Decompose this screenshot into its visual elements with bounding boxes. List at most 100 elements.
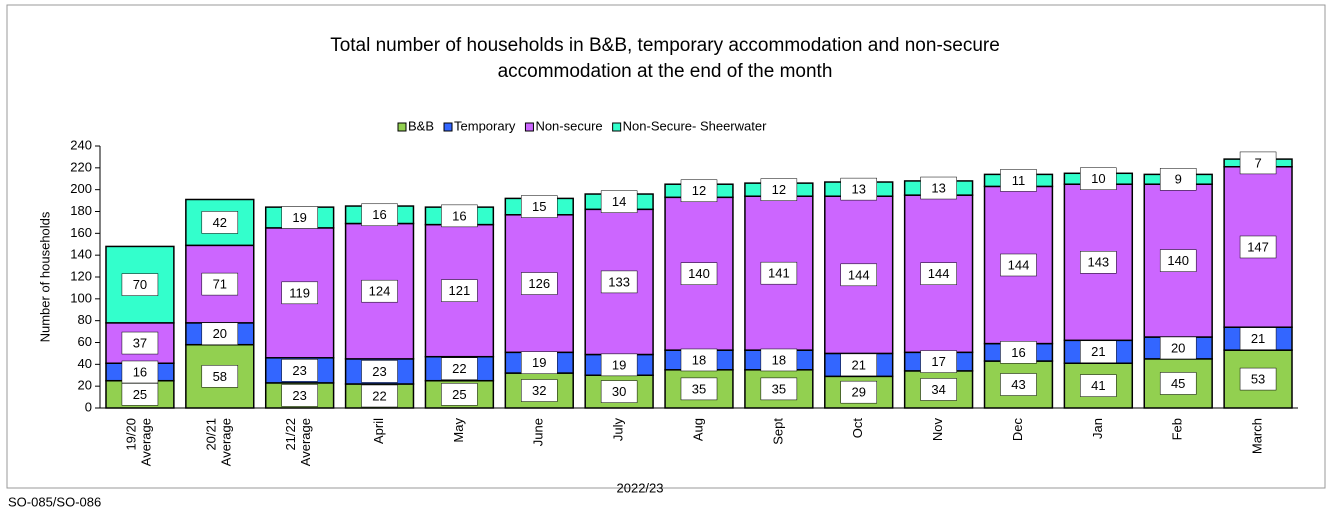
data-label: 13	[931, 180, 945, 195]
y-tick-label: 140	[70, 247, 92, 262]
legend-label: Non-secure	[535, 118, 602, 133]
label-box	[521, 379, 558, 402]
data-label: 70	[133, 277, 147, 292]
chart-title: Total number of households in B&B, tempo…	[330, 35, 1000, 82]
label-box	[760, 178, 798, 201]
data-label: 147	[1247, 239, 1269, 254]
y-tick-label: 100	[70, 290, 92, 305]
x-tick-label: Nov	[930, 418, 945, 442]
label-box	[920, 176, 957, 200]
label-box	[1159, 372, 1197, 395]
x-tick-label: Oct	[850, 418, 865, 439]
label-box	[201, 322, 239, 346]
data-label: 144	[848, 267, 870, 282]
label-box	[840, 263, 877, 287]
label-box	[1000, 341, 1037, 364]
data-label: 140	[688, 266, 710, 281]
data-label: 20	[213, 326, 227, 341]
label-box	[600, 190, 638, 213]
data-label: 16	[372, 207, 386, 222]
x-tick-label: May	[451, 418, 466, 443]
data-label: 144	[928, 266, 950, 281]
label-box	[1080, 374, 1117, 397]
data-label: 45	[1171, 376, 1185, 391]
x-axis-label: 2022/23	[617, 480, 664, 495]
legend-swatch	[443, 122, 453, 132]
data-label: 25	[452, 387, 466, 402]
y-tick-label: 180	[70, 203, 92, 218]
label-box	[760, 377, 798, 401]
label-box	[680, 377, 718, 401]
legend-label: Non-Secure- Sheerwater	[623, 118, 767, 133]
y-tick-label: 240	[70, 137, 92, 152]
label-box	[1239, 327, 1277, 350]
data-label: 35	[692, 381, 706, 396]
label-box	[1080, 340, 1117, 364]
label-box	[1239, 367, 1277, 391]
legend-swatch	[612, 122, 622, 132]
label-box	[1239, 151, 1277, 175]
data-label: 21	[1091, 344, 1105, 359]
x-tick-label: Aug	[690, 418, 705, 441]
data-label: 12	[772, 182, 786, 197]
data-label: 58	[213, 369, 227, 384]
label-box	[521, 351, 558, 374]
label-box	[1159, 168, 1197, 191]
data-label: 119	[289, 285, 310, 300]
y-tick-label: 20	[78, 378, 92, 393]
label-box	[121, 383, 159, 406]
label-box	[361, 384, 398, 408]
label-box	[1000, 373, 1037, 396]
data-label: 41	[1091, 378, 1105, 393]
data-label: 22	[372, 388, 386, 403]
label-box	[1159, 336, 1197, 360]
y-tick-label: 80	[78, 312, 92, 327]
data-label: 9	[1175, 172, 1182, 187]
data-label: 42	[213, 215, 227, 230]
data-label: 10	[1091, 171, 1105, 186]
label-box	[441, 383, 478, 406]
data-label: 19	[292, 210, 306, 225]
data-label: 35	[772, 381, 786, 396]
legend-swatch	[524, 122, 534, 132]
label-box	[121, 360, 159, 384]
x-tick-label: 20/21Average	[204, 418, 234, 466]
legend-label: Temporary	[454, 118, 516, 133]
x-tick-label: 19/20Average	[124, 418, 154, 466]
label-box	[1000, 169, 1037, 192]
label-box	[201, 365, 239, 388]
data-label: 143	[1087, 255, 1109, 270]
label-box	[760, 348, 798, 372]
label-box	[600, 270, 638, 294]
data-label: 7	[1254, 155, 1261, 170]
data-label: 23	[292, 388, 306, 403]
data-label: 144	[1008, 257, 1030, 272]
y-tick-label: 160	[70, 225, 92, 240]
label-box	[680, 262, 718, 285]
label-box	[680, 348, 718, 372]
label-box	[361, 279, 398, 303]
data-label: 21	[1251, 331, 1265, 346]
y-tick-label: 120	[70, 268, 92, 283]
label-box	[441, 204, 478, 228]
data-label: 11	[1012, 173, 1026, 188]
y-axis-label: Number of households	[37, 211, 52, 342]
y-tick-label: 40	[78, 356, 92, 371]
label-box	[281, 384, 318, 407]
data-label: 13	[851, 182, 865, 197]
label-box	[281, 206, 318, 229]
label-box	[680, 179, 718, 203]
data-label: 53	[1251, 372, 1265, 387]
label-box	[361, 203, 398, 227]
data-label: 126	[528, 276, 550, 291]
data-label: 12	[692, 183, 706, 198]
data-label: 17	[931, 354, 945, 369]
label-box	[121, 273, 159, 296]
label-box	[521, 195, 558, 218]
y-tick-label: 0	[85, 399, 92, 414]
label-box	[521, 272, 558, 295]
data-label: 30	[612, 384, 626, 399]
data-label: 14	[612, 194, 626, 209]
data-label: 23	[292, 363, 306, 378]
label-box	[1159, 249, 1197, 272]
